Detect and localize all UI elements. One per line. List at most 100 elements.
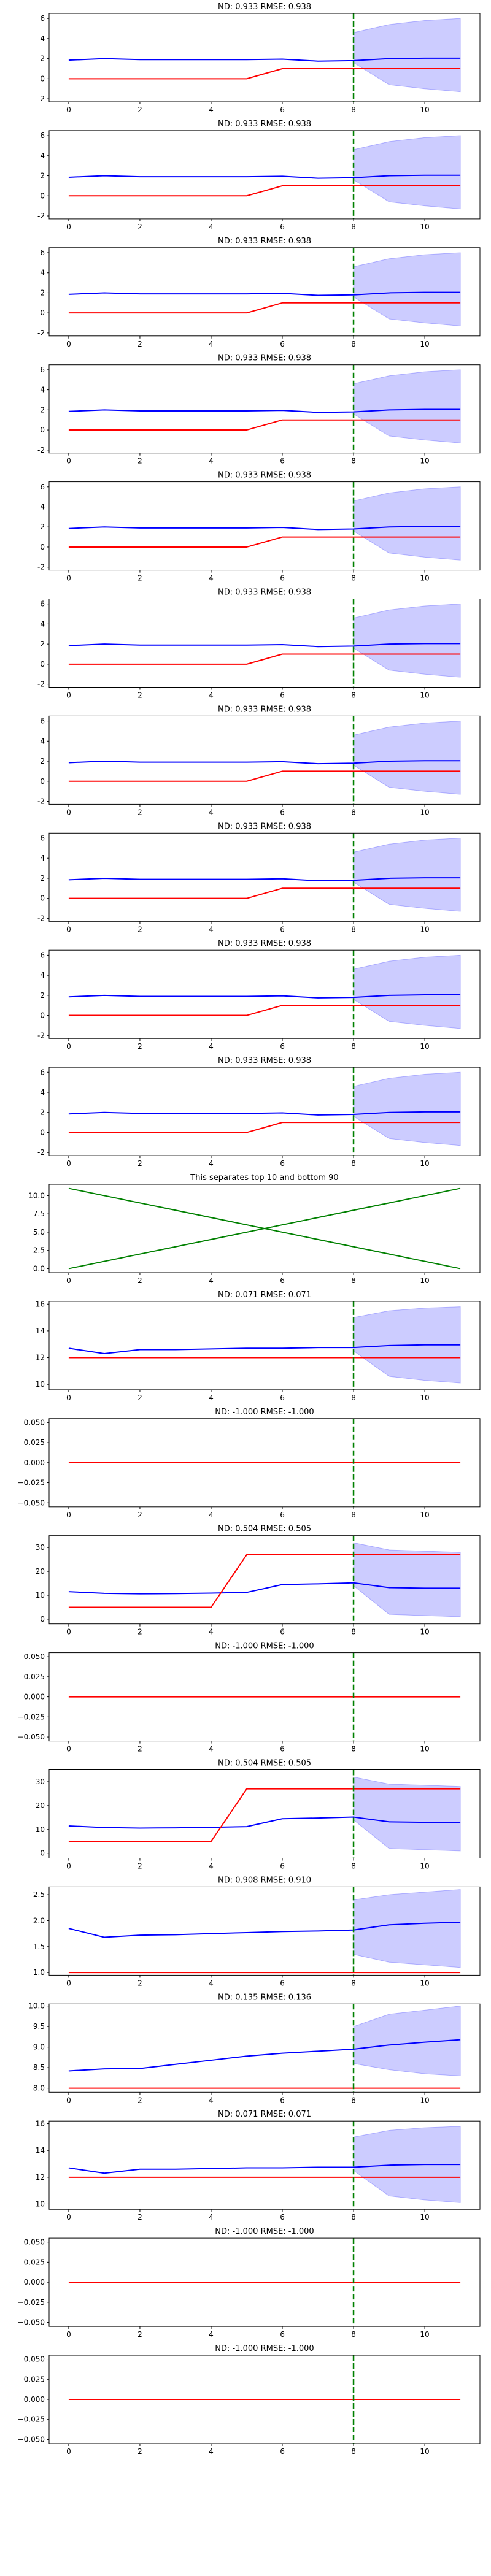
panel-5: ND: 0.933 RMSE: 0.938 0 2 4 6 8 10 -2 0 2 4 6 — [37, 471, 481, 583]
panel-16: ND: 0.504 RMSE: 0.505 0 2 4 6 8 10 0 10 20 30 — [36, 1759, 481, 1871]
y-tick-label: 2 — [40, 1108, 45, 1117]
x-tick-label: 4 — [209, 691, 214, 700]
x-tick-label: 0 — [66, 808, 71, 816]
y-tick-label: 0.025 — [24, 2375, 45, 2383]
x-tick-label: 6 — [280, 808, 285, 816]
y-tick-label: 0.025 — [24, 1673, 45, 1681]
x-tick-label: 8 — [351, 1628, 356, 1636]
panel-12: ND: 0.071 RMSE: 0.071 0 2 4 6 8 10 10 12 14 16 — [36, 1290, 481, 1402]
x-tick-label: 6 — [280, 340, 285, 348]
x-tick-label: 0 — [66, 1042, 71, 1051]
axes-frame — [48, 1535, 481, 1625]
x-tick-label: 8 — [351, 1979, 356, 1987]
y-tick-label: 0.050 — [24, 2238, 45, 2247]
observed-series-line — [68, 57, 461, 62]
forecast-band — [353, 369, 461, 443]
target-series-line — [68, 68, 461, 80]
panel-11: This separates top 10 and bottom 90 0 2 4 6 8… — [28, 1173, 481, 1285]
x-tick-label: 6 — [280, 2330, 285, 2339]
x-tick-label: 0 — [66, 2096, 71, 2104]
y-tick-label: 10 — [36, 1591, 45, 1600]
panel-10: ND: 0.933 RMSE: 0.938 0 2 4 6 8 10 -2 0 2 4 6 — [37, 1056, 481, 1168]
observed-series-line — [68, 994, 461, 999]
x-tick-label: 6 — [280, 1393, 285, 1402]
x-tick-label: 6 — [280, 1979, 285, 1987]
target-series-line — [68, 653, 461, 665]
x-tick-label: 8 — [351, 1276, 356, 1285]
axes-frame — [48, 2003, 481, 2093]
panel-title: ND: 0.933 RMSE: 0.938 — [218, 939, 311, 948]
y-tick-label: 10 — [36, 1825, 45, 1834]
y-tick-label: 2 — [40, 55, 45, 63]
target-series-line — [68, 1788, 461, 1842]
axes-frame — [48, 2120, 481, 2210]
x-tick-label: 2 — [137, 691, 142, 700]
y-tick-label: 2.0 — [33, 1916, 45, 1925]
axes-frame — [48, 13, 481, 102]
plot-area — [68, 13, 461, 102]
x-tick-label: 8 — [351, 1159, 356, 1168]
x-tick-label: 2 — [137, 1159, 142, 1168]
x-tick-label: 4 — [209, 1979, 214, 1987]
y-tick-label: 0.000 — [24, 1459, 45, 1467]
panel-19: ND: 0.071 RMSE: 0.071 0 2 4 6 8 10 10 12 14 16 — [36, 2110, 481, 2221]
y-tick-label: 8.0 — [33, 2084, 45, 2093]
x-tick-label: 8 — [351, 1745, 356, 1754]
y-tick-label: -2 — [37, 680, 45, 689]
y-tick-label: 6 — [40, 834, 45, 842]
x-tick-label: 4 — [209, 1042, 214, 1051]
panel-title: ND: 0.933 RMSE: 0.938 — [218, 237, 311, 246]
y-tick-label: 0 — [40, 894, 45, 903]
y-tick-label: 0 — [40, 1849, 45, 1858]
panel-title: ND: 0.933 RMSE: 0.938 — [218, 471, 311, 480]
x-tick-label: 4 — [209, 457, 214, 466]
x-tick-label: 4 — [209, 1628, 214, 1636]
plot-area — [68, 130, 461, 219]
y-tick-label: 2.5 — [33, 1890, 45, 1899]
x-tick-label: 2 — [137, 808, 142, 816]
x-tick-label: 10 — [420, 574, 429, 583]
plot-area — [68, 1067, 461, 1156]
x-tick-label: 8 — [351, 223, 356, 231]
axes-frame — [48, 599, 481, 688]
y-tick-label: -2 — [37, 212, 45, 220]
y-tick-label: 6 — [40, 1068, 45, 1076]
y-tick-label: 4 — [40, 737, 45, 745]
y-tick-label: 4 — [40, 1088, 45, 1097]
y-tick-label: 10.0 — [28, 2002, 45, 2011]
panel-title: ND: -1.000 RMSE: -1.000 — [215, 1408, 314, 1417]
panel-15: ND: -1.000 RMSE: -1.000 0 2 4 6 8 10 −0.050 −0.0… — [18, 1642, 481, 1754]
forecast-band — [353, 1542, 461, 1617]
plot-area — [68, 1301, 461, 1390]
y-tick-label: 0.025 — [24, 2258, 45, 2266]
y-tick-label: -2 — [37, 914, 45, 922]
x-tick-label: 4 — [209, 808, 214, 816]
axes-frame — [48, 832, 481, 922]
panel-title: ND: -1.000 RMSE: -1.000 — [215, 2227, 314, 2236]
axes-frame — [48, 1886, 481, 1976]
y-tick-label: −0.050 — [18, 1498, 45, 1507]
observed-series-line — [68, 760, 461, 765]
y-tick-label: -2 — [37, 446, 45, 454]
separator-series-line — [68, 1187, 461, 1270]
y-tick-label: 0 — [40, 543, 45, 551]
x-tick-label: 6 — [280, 691, 285, 700]
observed-series-line — [68, 643, 461, 648]
observed-series-line — [68, 2039, 461, 2072]
x-tick-label: 0 — [66, 574, 71, 583]
y-tick-label: -2 — [37, 94, 45, 103]
y-tick-label: 2 — [40, 523, 45, 531]
observed-series-line — [68, 1816, 461, 1829]
x-tick-label: 8 — [351, 574, 356, 583]
x-tick-label: 0 — [66, 1159, 71, 1168]
observed-series-line — [68, 1344, 461, 1354]
x-tick-label: 8 — [351, 2330, 356, 2339]
y-tick-label: 2 — [40, 874, 45, 883]
target-series-line — [68, 1005, 461, 1016]
x-tick-label: 10 — [420, 1393, 429, 1402]
y-tick-label: −0.050 — [18, 2318, 45, 2327]
y-tick-label: 0.050 — [24, 1418, 45, 1427]
x-tick-label: 10 — [420, 691, 429, 700]
panel-20: ND: -1.000 RMSE: -1.000 0 2 4 6 8 10 −0.050 −0.0… — [18, 2227, 481, 2339]
y-tick-label: 20 — [36, 1567, 45, 1576]
